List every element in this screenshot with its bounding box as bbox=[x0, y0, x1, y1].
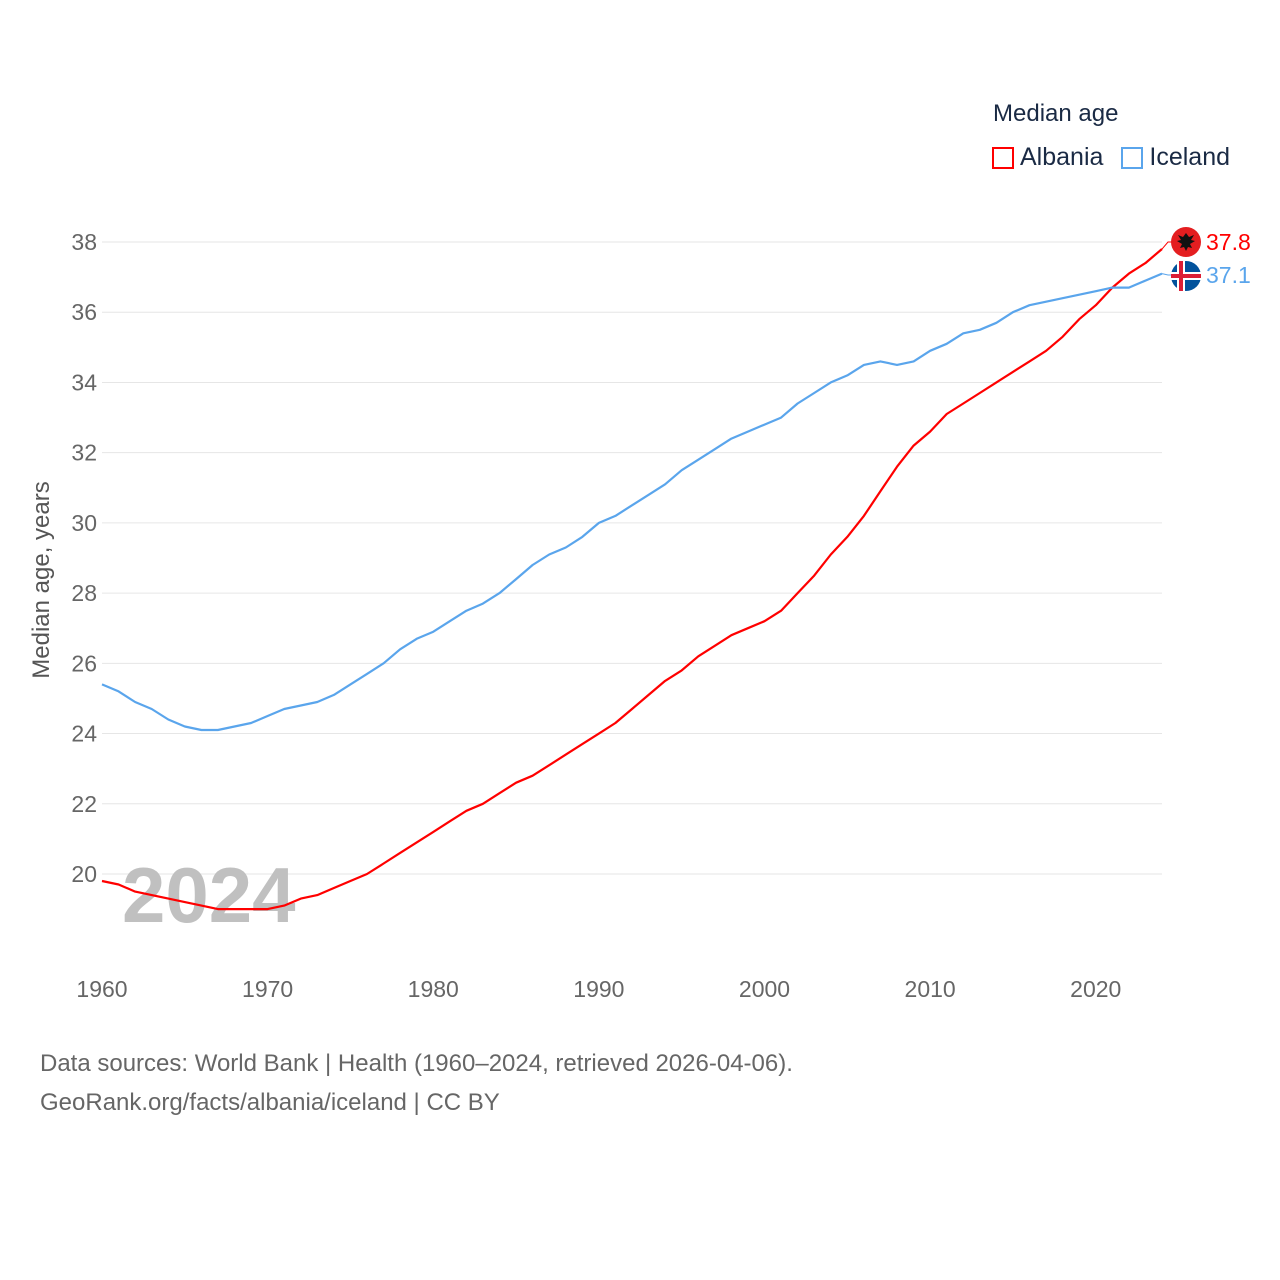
x-tick-label: 1970 bbox=[242, 976, 293, 1002]
end-value-label-albania: 37.8 bbox=[1206, 229, 1251, 255]
series-line-iceland bbox=[101, 272, 1163, 732]
y-tick-label: 30 bbox=[71, 510, 97, 536]
x-tick-label: 1990 bbox=[573, 976, 624, 1002]
series-line-albania bbox=[101, 248, 1163, 911]
iceland-flag-cross bbox=[1171, 274, 1201, 278]
legend: Albania Iceland bbox=[992, 143, 1230, 172]
albania-swatch bbox=[992, 146, 1014, 169]
end-value-label-iceland: 37.1 bbox=[1206, 262, 1251, 288]
y-tick-label: 20 bbox=[71, 861, 97, 887]
y-tick-label: 38 bbox=[71, 229, 97, 255]
data-source-text: Data sources: World Bank | Health (1960–… bbox=[40, 1050, 793, 1077]
y-tick-label: 22 bbox=[71, 791, 97, 817]
y-axis-label: Median age, years bbox=[28, 481, 55, 679]
legend-label-albania: Albania bbox=[1020, 143, 1104, 171]
y-tick-label: 32 bbox=[71, 440, 97, 466]
iceland-flag-cross bbox=[1179, 261, 1183, 291]
y-tick-label: 26 bbox=[71, 650, 97, 676]
y-tick-label: 36 bbox=[71, 299, 97, 325]
source-link[interactable]: GeoRank.org/facts/albania/iceland | CC B… bbox=[40, 1089, 500, 1116]
x-tick-label: 2020 bbox=[1070, 976, 1121, 1002]
x-tick-label: 2010 bbox=[905, 976, 956, 1002]
y-tick-label: 28 bbox=[71, 580, 97, 606]
footer: Data sources: World Bank | Health (1960–… bbox=[40, 1044, 793, 1122]
x-tick-label: 1980 bbox=[408, 976, 459, 1002]
albania-eagle-icon bbox=[1177, 233, 1195, 251]
legend-label-iceland: Iceland bbox=[1149, 143, 1231, 171]
legend-title: Median age bbox=[993, 100, 1119, 127]
legend-item-albania[interactable]: Albania bbox=[992, 143, 1103, 172]
y-tick-label: 34 bbox=[71, 369, 97, 395]
legend-item-iceland[interactable]: Iceland bbox=[1121, 143, 1230, 172]
x-tick-label: 2000 bbox=[739, 976, 790, 1002]
x-tick-label: 1960 bbox=[76, 976, 127, 1002]
iceland-swatch bbox=[1121, 146, 1144, 169]
y-tick-label: 24 bbox=[71, 721, 97, 747]
